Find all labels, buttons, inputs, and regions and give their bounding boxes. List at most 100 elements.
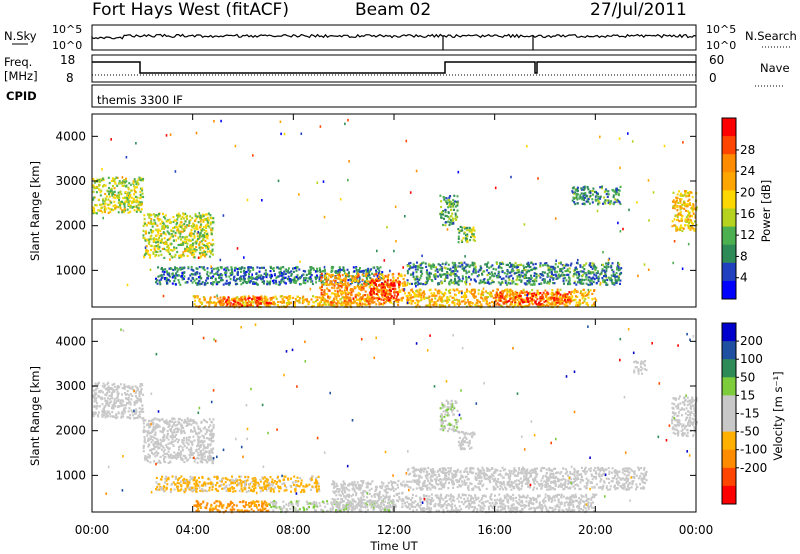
power-echo-cell: [381, 293, 383, 296]
power-echo-cell: [500, 304, 502, 307]
power-echo-cell: [515, 279, 518, 282]
power-echo-cell: [602, 263, 604, 266]
velocity-echo-cell: [121, 399, 124, 402]
nave-label: Nave: [760, 61, 790, 75]
nsky-label: N.Sky: [4, 29, 37, 43]
power-echo-cell: [310, 267, 313, 270]
power-echo-cell: [337, 269, 340, 272]
power-echo-cell: [585, 282, 588, 285]
power-echo-cell: [597, 203, 600, 206]
power-echo-cell: [477, 289, 480, 292]
power-echo-cell: [416, 265, 419, 268]
velocity-echo-cell: [123, 387, 126, 390]
power-echo-cell: [156, 247, 159, 250]
cpid-panel-frame: [91, 84, 697, 108]
power-echo-speckle: [243, 256, 245, 259]
power-echo-cell: [547, 274, 550, 277]
power-echo-cell: [117, 182, 120, 185]
velocity-echo-cell: [202, 427, 205, 430]
power-echo-cell: [696, 206, 698, 209]
power-echo-cell: [413, 292, 415, 295]
velocity-echo-cell: [102, 382, 105, 385]
power-echo-cell: [262, 282, 265, 285]
power-echo-cell: [290, 280, 293, 283]
power-echo-cell: [680, 217, 683, 220]
power-echo-cell: [339, 269, 342, 272]
power-echo-cell: [112, 184, 114, 188]
power-echo-cell: [371, 291, 374, 294]
power-echo-cell: [147, 249, 150, 253]
power-echo-cell: [565, 263, 568, 266]
power-echo-cell: [339, 291, 342, 294]
power-echo-cell: [286, 304, 289, 307]
velocity-echo-cell: [104, 410, 107, 413]
power-echo-cell: [588, 276, 591, 279]
power-echo-cell: [516, 296, 519, 299]
power-echo-cell: [461, 275, 464, 278]
power-echo-cell: [502, 277, 505, 280]
power-echo-cell: [507, 299, 510, 303]
power-echo-cell: [484, 281, 487, 284]
power-echo-cell: [366, 277, 368, 281]
power-echo-cell: [103, 205, 106, 208]
power-echo-cell: [126, 208, 129, 211]
power-echo-cell: [530, 276, 533, 279]
power-echo-cell: [282, 299, 285, 303]
power-echo-cell: [616, 268, 618, 271]
power-echo-cell: [321, 285, 323, 288]
power-echo-cell: [529, 300, 532, 303]
power-echo-cell: [536, 291, 539, 294]
power-echo-cell: [326, 300, 329, 303]
power-echo-cell: [252, 295, 255, 298]
power-echo-cell: [299, 297, 301, 300]
power-echo-cell: [573, 299, 575, 302]
power-echo-cell: [155, 253, 158, 257]
power-echo-cell: [533, 299, 535, 302]
power-echo-cell: [617, 189, 620, 192]
power-echo-cell: [378, 284, 380, 287]
power-echo-cell: [494, 296, 497, 299]
power-echo-cell: [281, 297, 284, 301]
power-echo-cell: [467, 301, 470, 304]
power-echo-cell: [675, 218, 678, 222]
power-echo-cell: [615, 188, 618, 191]
power-echo-cell: [250, 303, 252, 307]
power-echo-cell: [201, 281, 204, 284]
power-echo-cell: [173, 279, 176, 283]
power-echo-cell: [529, 265, 532, 269]
power-echo-cell: [546, 300, 549, 303]
power-colorbar-tick-label: 12: [740, 228, 755, 242]
power-echo-cell: [356, 298, 359, 301]
power-echo-cell: [495, 261, 498, 264]
power-echo-cell: [556, 291, 559, 294]
power-echo-cell: [558, 262, 561, 265]
power-echo-cell: [149, 238, 152, 241]
power-echo-cell: [342, 266, 345, 269]
power-echo-speckle: [415, 284, 417, 288]
power-echo-cell: [315, 300, 317, 303]
power-echo-cell: [581, 266, 584, 269]
power-echo-cell: [157, 228, 160, 231]
power-echo-cell: [323, 292, 326, 295]
power-echo-cell: [360, 286, 363, 289]
power-echo-speckle: [537, 177, 539, 180]
velocity-echo-cell: [126, 390, 129, 393]
power-echo-cell: [144, 239, 147, 242]
power-echo-cell: [674, 202, 677, 205]
power-echo-cell: [590, 277, 593, 280]
power-echo-cell: [153, 219, 156, 222]
power-echo-cell: [256, 278, 259, 281]
velocity-echo-cell: [101, 385, 104, 388]
power-echo-cell: [551, 289, 554, 292]
power-echo-cell: [117, 206, 120, 209]
power-echo-cell: [582, 270, 585, 273]
power-echo-cell: [184, 225, 187, 228]
power-echo-cell: [678, 220, 681, 223]
power-echo-cell: [142, 179, 144, 182]
power-echo-cell: [328, 289, 331, 292]
power-echo-cell: [485, 299, 488, 303]
power-echo-cell: [480, 296, 482, 299]
power-echo-cell: [202, 238, 205, 241]
power-echo-cell: [112, 179, 115, 182]
power-echo-cell: [326, 278, 329, 281]
